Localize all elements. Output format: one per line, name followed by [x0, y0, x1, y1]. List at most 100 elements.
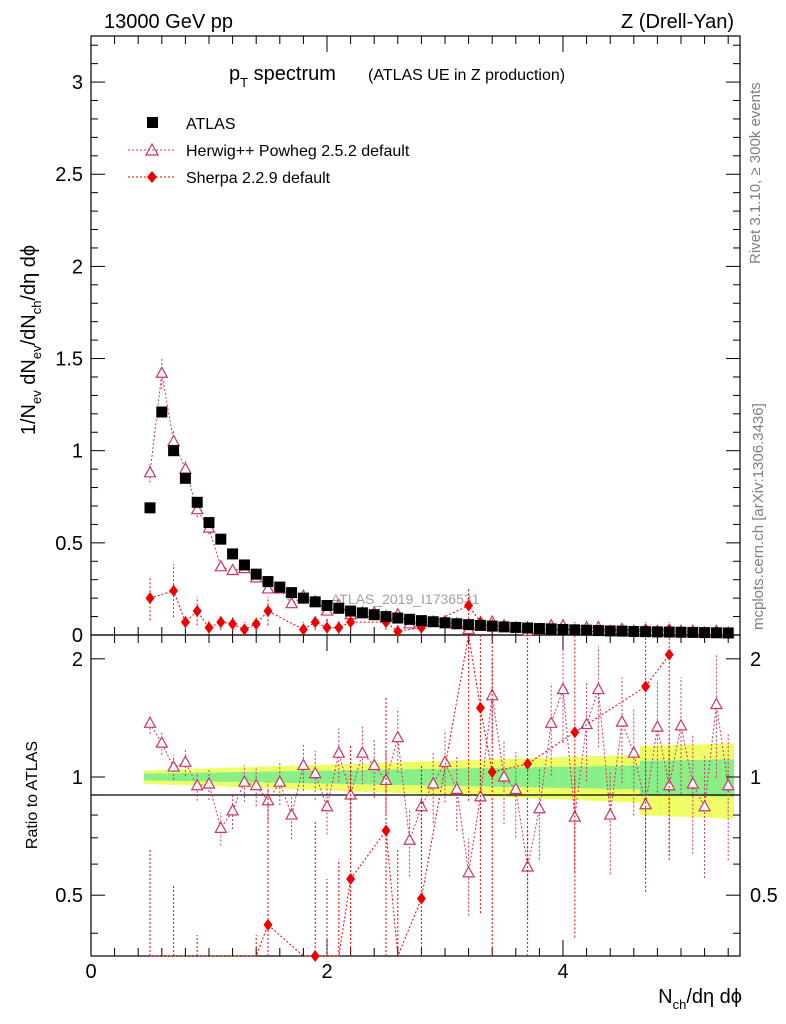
herwig-ratio-point — [249, 778, 263, 791]
atlas-point — [274, 581, 286, 593]
atlas-point — [640, 626, 652, 638]
ratio-y-axis-label: Ratio to ATLAS — [24, 741, 41, 849]
herwig-ratio-point — [226, 803, 240, 816]
ratio-y-tick-label: 0.5 — [55, 885, 83, 907]
herwig-point — [285, 596, 299, 609]
atlas-point — [533, 623, 545, 635]
sherpa-ratio-point — [310, 950, 320, 962]
sherpa-ratio-point — [475, 701, 485, 714]
herwig-ratio-point — [237, 774, 251, 787]
x-axis-label: Nch/dη dϕ — [658, 986, 742, 1012]
chart-title: pT spectrum — [229, 63, 336, 90]
herwig-ratio-point — [355, 745, 369, 758]
ratio-band-inner — [262, 771, 274, 783]
sherpa-ratio-point — [487, 765, 497, 778]
ratio-band-inner — [191, 772, 204, 782]
y-tick-label: 2.5 — [55, 164, 83, 186]
herwig-ratio-point — [391, 730, 405, 743]
ratio-band-inner — [167, 773, 180, 781]
legend-herwig-label: Herwig++ Powheg 2.5.2 default — [186, 143, 410, 160]
atlas-point — [345, 605, 357, 617]
herwig-ratio-point — [178, 755, 192, 767]
ylabel-p2: dN — [18, 359, 40, 390]
herwig-ratio-point — [615, 714, 629, 727]
ratio-band-inner — [344, 770, 357, 785]
ratio-band-inner — [403, 769, 416, 786]
herwig-ratio-point — [426, 776, 440, 789]
sherpa-point — [228, 617, 238, 630]
ylabel-p0: 1/N — [18, 404, 40, 435]
sherpa-point — [464, 599, 474, 612]
y-tick-label: 0 — [72, 625, 83, 647]
ylabel-p5: ch — [29, 301, 44, 315]
legend: ATLAS Herwig++ Powheg 2.5.2 default Sher… — [128, 116, 410, 187]
atlas-point — [203, 517, 215, 529]
ratio-band-inner — [144, 773, 156, 781]
atlas-point — [168, 445, 180, 457]
sherpa-ratio-point — [263, 918, 273, 931]
herwig-ratio-point — [143, 716, 157, 728]
atlas-point — [557, 623, 569, 635]
ratio-band-inner — [557, 766, 569, 788]
herwig-ratio-point — [721, 778, 735, 791]
herwig-ratio-point — [273, 774, 287, 787]
ylabel-p4: /dN — [18, 314, 40, 345]
chart-title-note: (ATLAS UE in Z production) — [368, 67, 565, 84]
y-tick-label: 1 — [72, 441, 83, 463]
atlas-point — [238, 559, 250, 571]
herwig-ratio-point — [367, 758, 381, 771]
atlas-point — [356, 607, 368, 619]
herwig-point — [226, 563, 240, 576]
header-right: Z (Drell-Yan) — [621, 11, 734, 33]
herwig-ratio-point — [532, 801, 546, 814]
atlas-point — [651, 626, 663, 638]
sherpa-point — [393, 625, 403, 638]
legend-sherpa-label: Sherpa 2.2.9 default — [186, 170, 331, 187]
herwig-ratio-point — [320, 799, 334, 812]
atlas-point — [262, 576, 274, 588]
atlas-point — [404, 613, 416, 625]
herwig-ratio-point — [591, 682, 605, 695]
y-tick-label: 0.5 — [55, 533, 83, 555]
herwig-ratio-point — [438, 755, 452, 767]
header-left: 13000 GeV pp — [104, 11, 233, 33]
atlas-point — [522, 622, 534, 634]
atlas-point — [392, 612, 404, 624]
herwig-ratio-point — [709, 697, 723, 710]
herwig-ratio-point — [509, 782, 523, 794]
herwig-ratio-point — [686, 776, 700, 789]
herwig-ratio-point — [662, 778, 676, 791]
atlas-point — [321, 600, 333, 612]
sherpa-ratio-point — [570, 726, 580, 739]
herwig-ratio-point — [650, 719, 664, 732]
herwig-ratio-point — [698, 799, 712, 812]
sherpa-point — [334, 621, 344, 634]
atlas-point — [699, 627, 711, 639]
atlas-point — [179, 472, 191, 484]
mcplots-label: mcplots.cern.ch [arXiv:1306.3436] — [750, 403, 767, 630]
herwig-ratio-point — [202, 776, 216, 789]
ylabel-p3: ev — [29, 345, 44, 359]
ratio-band-inner — [722, 759, 735, 797]
ratio-band-inner — [533, 767, 546, 788]
herwig-ratio-point — [403, 833, 417, 845]
atlas-point — [604, 625, 616, 637]
sherpa-point — [346, 616, 356, 629]
sherpa-point — [310, 616, 320, 629]
atlas-point — [297, 592, 309, 604]
atlas-point — [380, 611, 392, 623]
ratio-y-tick-label: 2 — [72, 649, 83, 671]
herwig-ratio-point — [556, 682, 570, 695]
herwig-ratio-point — [580, 717, 594, 730]
ratio-band-inner — [155, 773, 168, 781]
sherpa-point — [204, 621, 214, 634]
x-tick-label: 2 — [321, 961, 332, 983]
y-axis-label: 1/Nev dNev/dNch/dη dϕ — [18, 245, 44, 435]
atlas-point — [498, 621, 510, 633]
x-tick-label: 0 — [85, 961, 96, 983]
sherpa-point — [263, 605, 273, 618]
legend-atlas-marker — [147, 117, 158, 128]
herwig-point — [167, 434, 181, 447]
ratio-band-inner — [545, 766, 558, 788]
